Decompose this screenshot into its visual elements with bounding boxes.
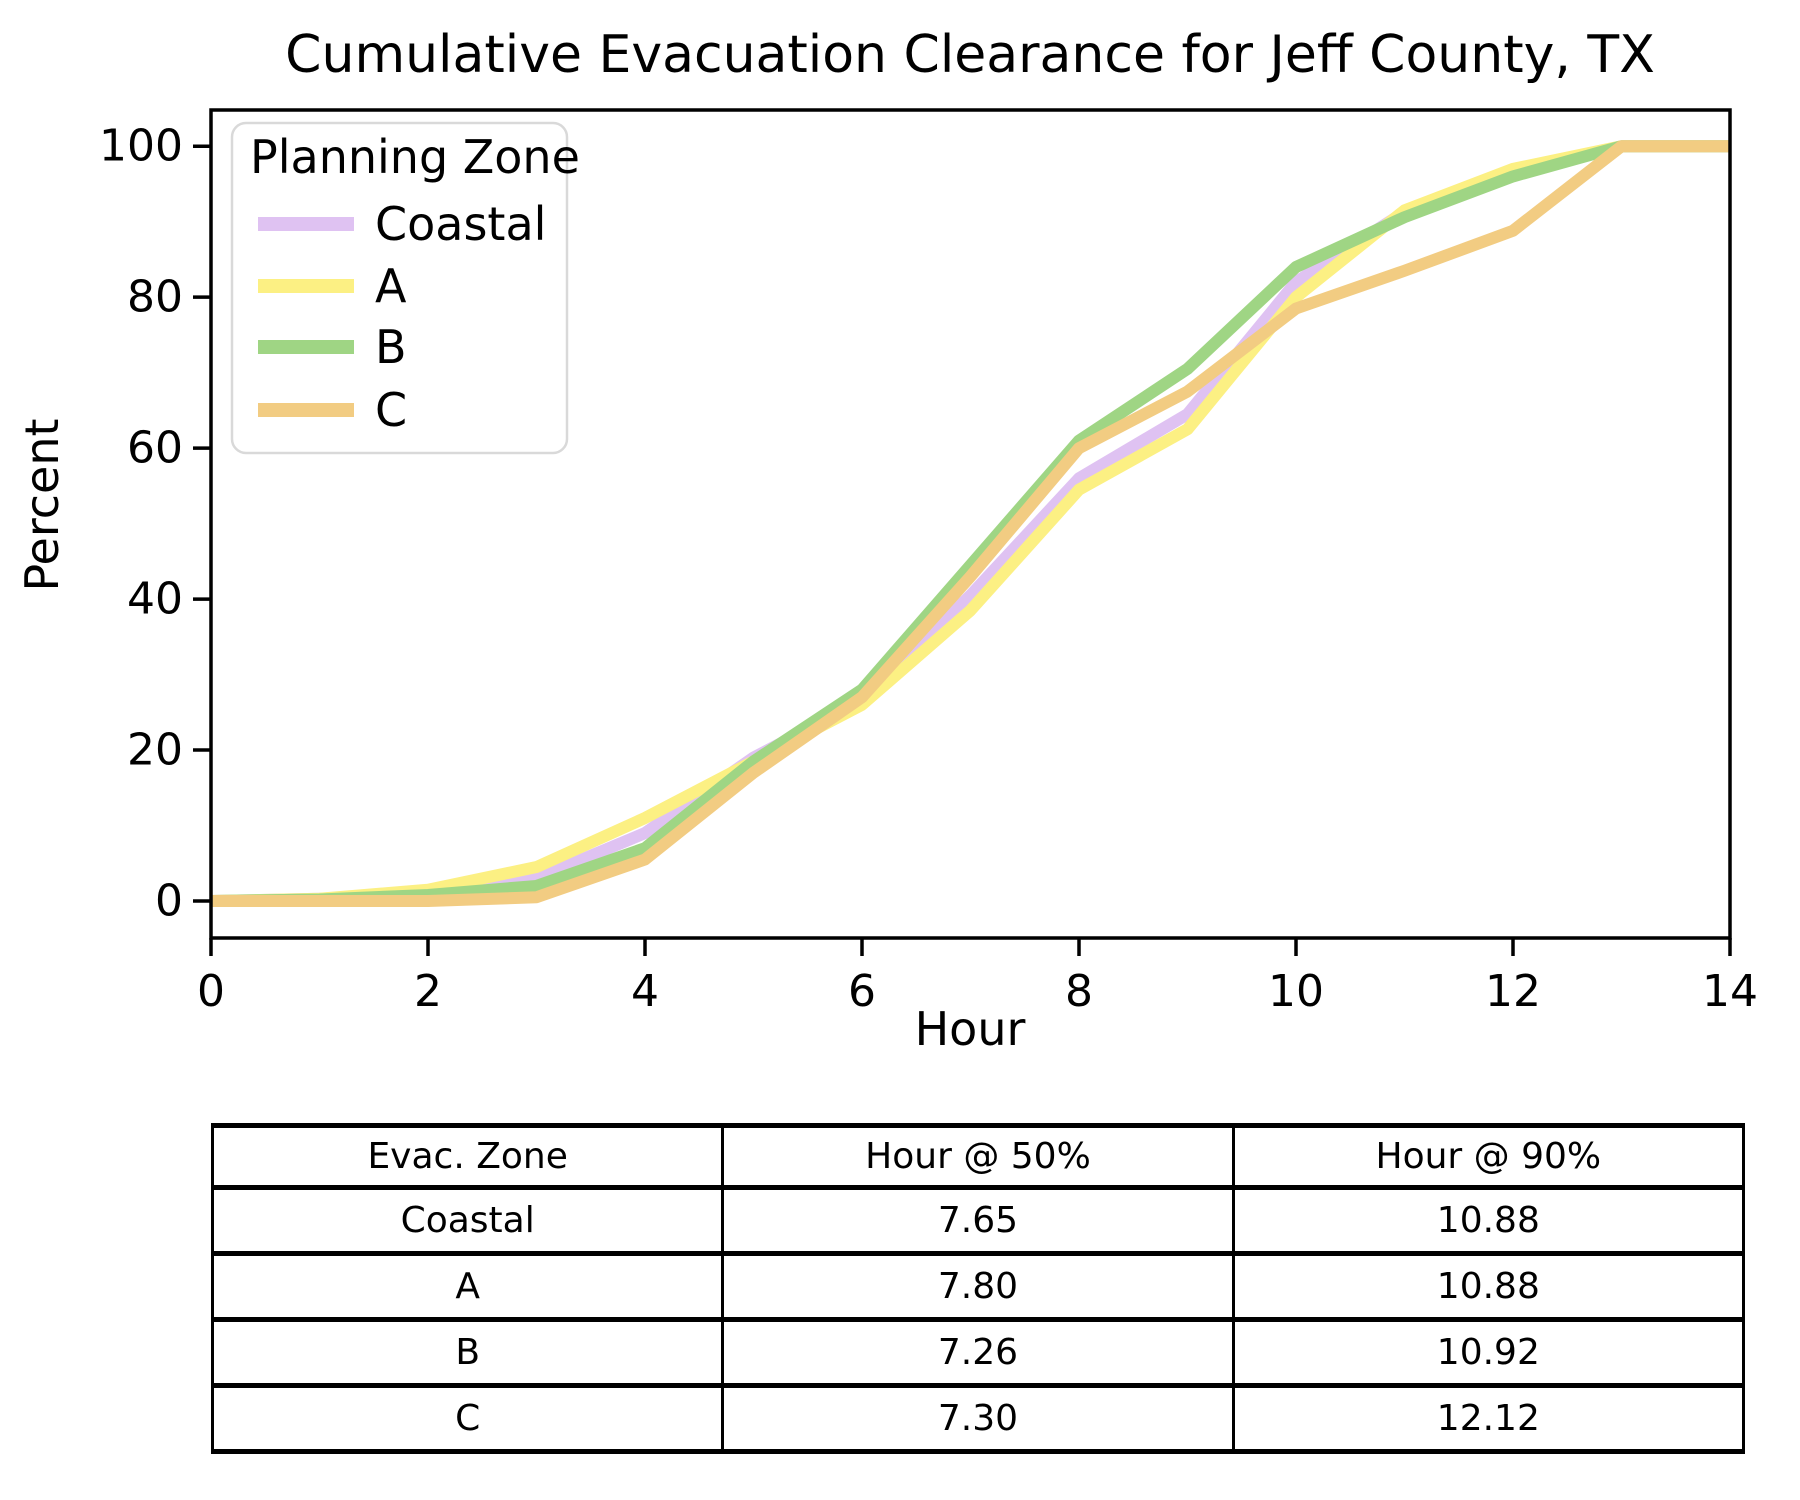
x-axis-label: Hour — [915, 1002, 1026, 1056]
x-tick-label: 8 — [1065, 966, 1093, 1017]
y-tick-label: 80 — [127, 272, 183, 323]
chart-title: Cumulative Evacuation Clearance for Jeff… — [285, 25, 1655, 85]
series-line-b — [210, 140, 1730, 908]
hour90-cell: 10.92 — [1231, 1317, 1746, 1388]
y-tick-label: 100 — [99, 121, 183, 172]
zone-cell: C — [210, 1383, 725, 1454]
y-axis-ticks: 0 20 40 60 80 100 — [99, 121, 211, 927]
legend-label-a: A — [375, 259, 407, 313]
table-row-a: A 7.80 10.88 — [210, 1251, 1746, 1322]
table-row-c: C 7.30 12.12 — [210, 1383, 1746, 1454]
y-tick-label: 40 — [127, 574, 183, 625]
legend-label-c: C — [375, 383, 407, 437]
y-tick-label: 60 — [127, 423, 183, 474]
y-tick-label: 20 — [127, 725, 183, 776]
table-header-row: Evac. Zone Hour @ 50% Hour @ 90% — [210, 1123, 1746, 1190]
x-tick-label: 12 — [1485, 966, 1541, 1017]
clearance-stats-table: Evac. Zone Hour @ 50% Hour @ 90% Coastal… — [210, 1123, 1746, 1454]
plot-border — [209, 108, 1732, 940]
hour50-cell: 7.65 — [721, 1185, 1235, 1256]
legend-label-coastal: Coastal — [375, 197, 546, 251]
x-tick-label: 2 — [414, 966, 442, 1017]
y-axis-label: Percent — [15, 418, 69, 591]
hour90-cell: 12.12 — [1231, 1383, 1746, 1454]
series-line-c — [211, 140, 1730, 908]
x-tick-label: 10 — [1268, 966, 1324, 1017]
hour50-cell: 7.26 — [721, 1317, 1235, 1388]
y-tick-label: 0 — [155, 876, 183, 927]
x-axis-ticks: 0 2 4 6 8 10 12 14 — [197, 938, 1758, 1017]
hour90-cell: 10.88 — [1231, 1251, 1746, 1322]
series-line-a — [210, 140, 1730, 908]
hour50-cell: 7.80 — [721, 1251, 1235, 1322]
x-tick-label: 4 — [631, 966, 659, 1017]
hour50-cell: 7.30 — [721, 1383, 1235, 1454]
col-header-hour50: Hour @ 50% — [721, 1123, 1235, 1190]
legend-title: Planning Zone — [250, 130, 580, 184]
legend-box — [230, 121, 569, 455]
legend: Planning Zone Coastal A B C — [230, 121, 580, 455]
zone-cell: A — [210, 1251, 725, 1322]
col-header-hour90: Hour @ 90% — [1231, 1123, 1746, 1190]
zone-cell: B — [210, 1317, 725, 1388]
zone-cell: Coastal — [210, 1185, 725, 1256]
col-header-zone: Evac. Zone — [210, 1123, 725, 1190]
x-tick-label: 0 — [197, 966, 225, 1017]
hour90-cell: 10.88 — [1231, 1185, 1746, 1256]
table-row-coastal: Coastal 7.65 10.88 — [210, 1185, 1746, 1256]
x-tick-label: 14 — [1702, 966, 1758, 1017]
series-lines — [210, 140, 1730, 908]
legend-label-b: B — [375, 320, 407, 374]
table-row-b: B 7.26 10.92 — [210, 1317, 1746, 1388]
x-tick-label: 6 — [848, 966, 876, 1017]
evacuation-clearance-chart: 0 2 4 6 8 10 12 14 0 20 40 60 80 100 Cumulative Evac… — [15, 25, 1758, 1056]
